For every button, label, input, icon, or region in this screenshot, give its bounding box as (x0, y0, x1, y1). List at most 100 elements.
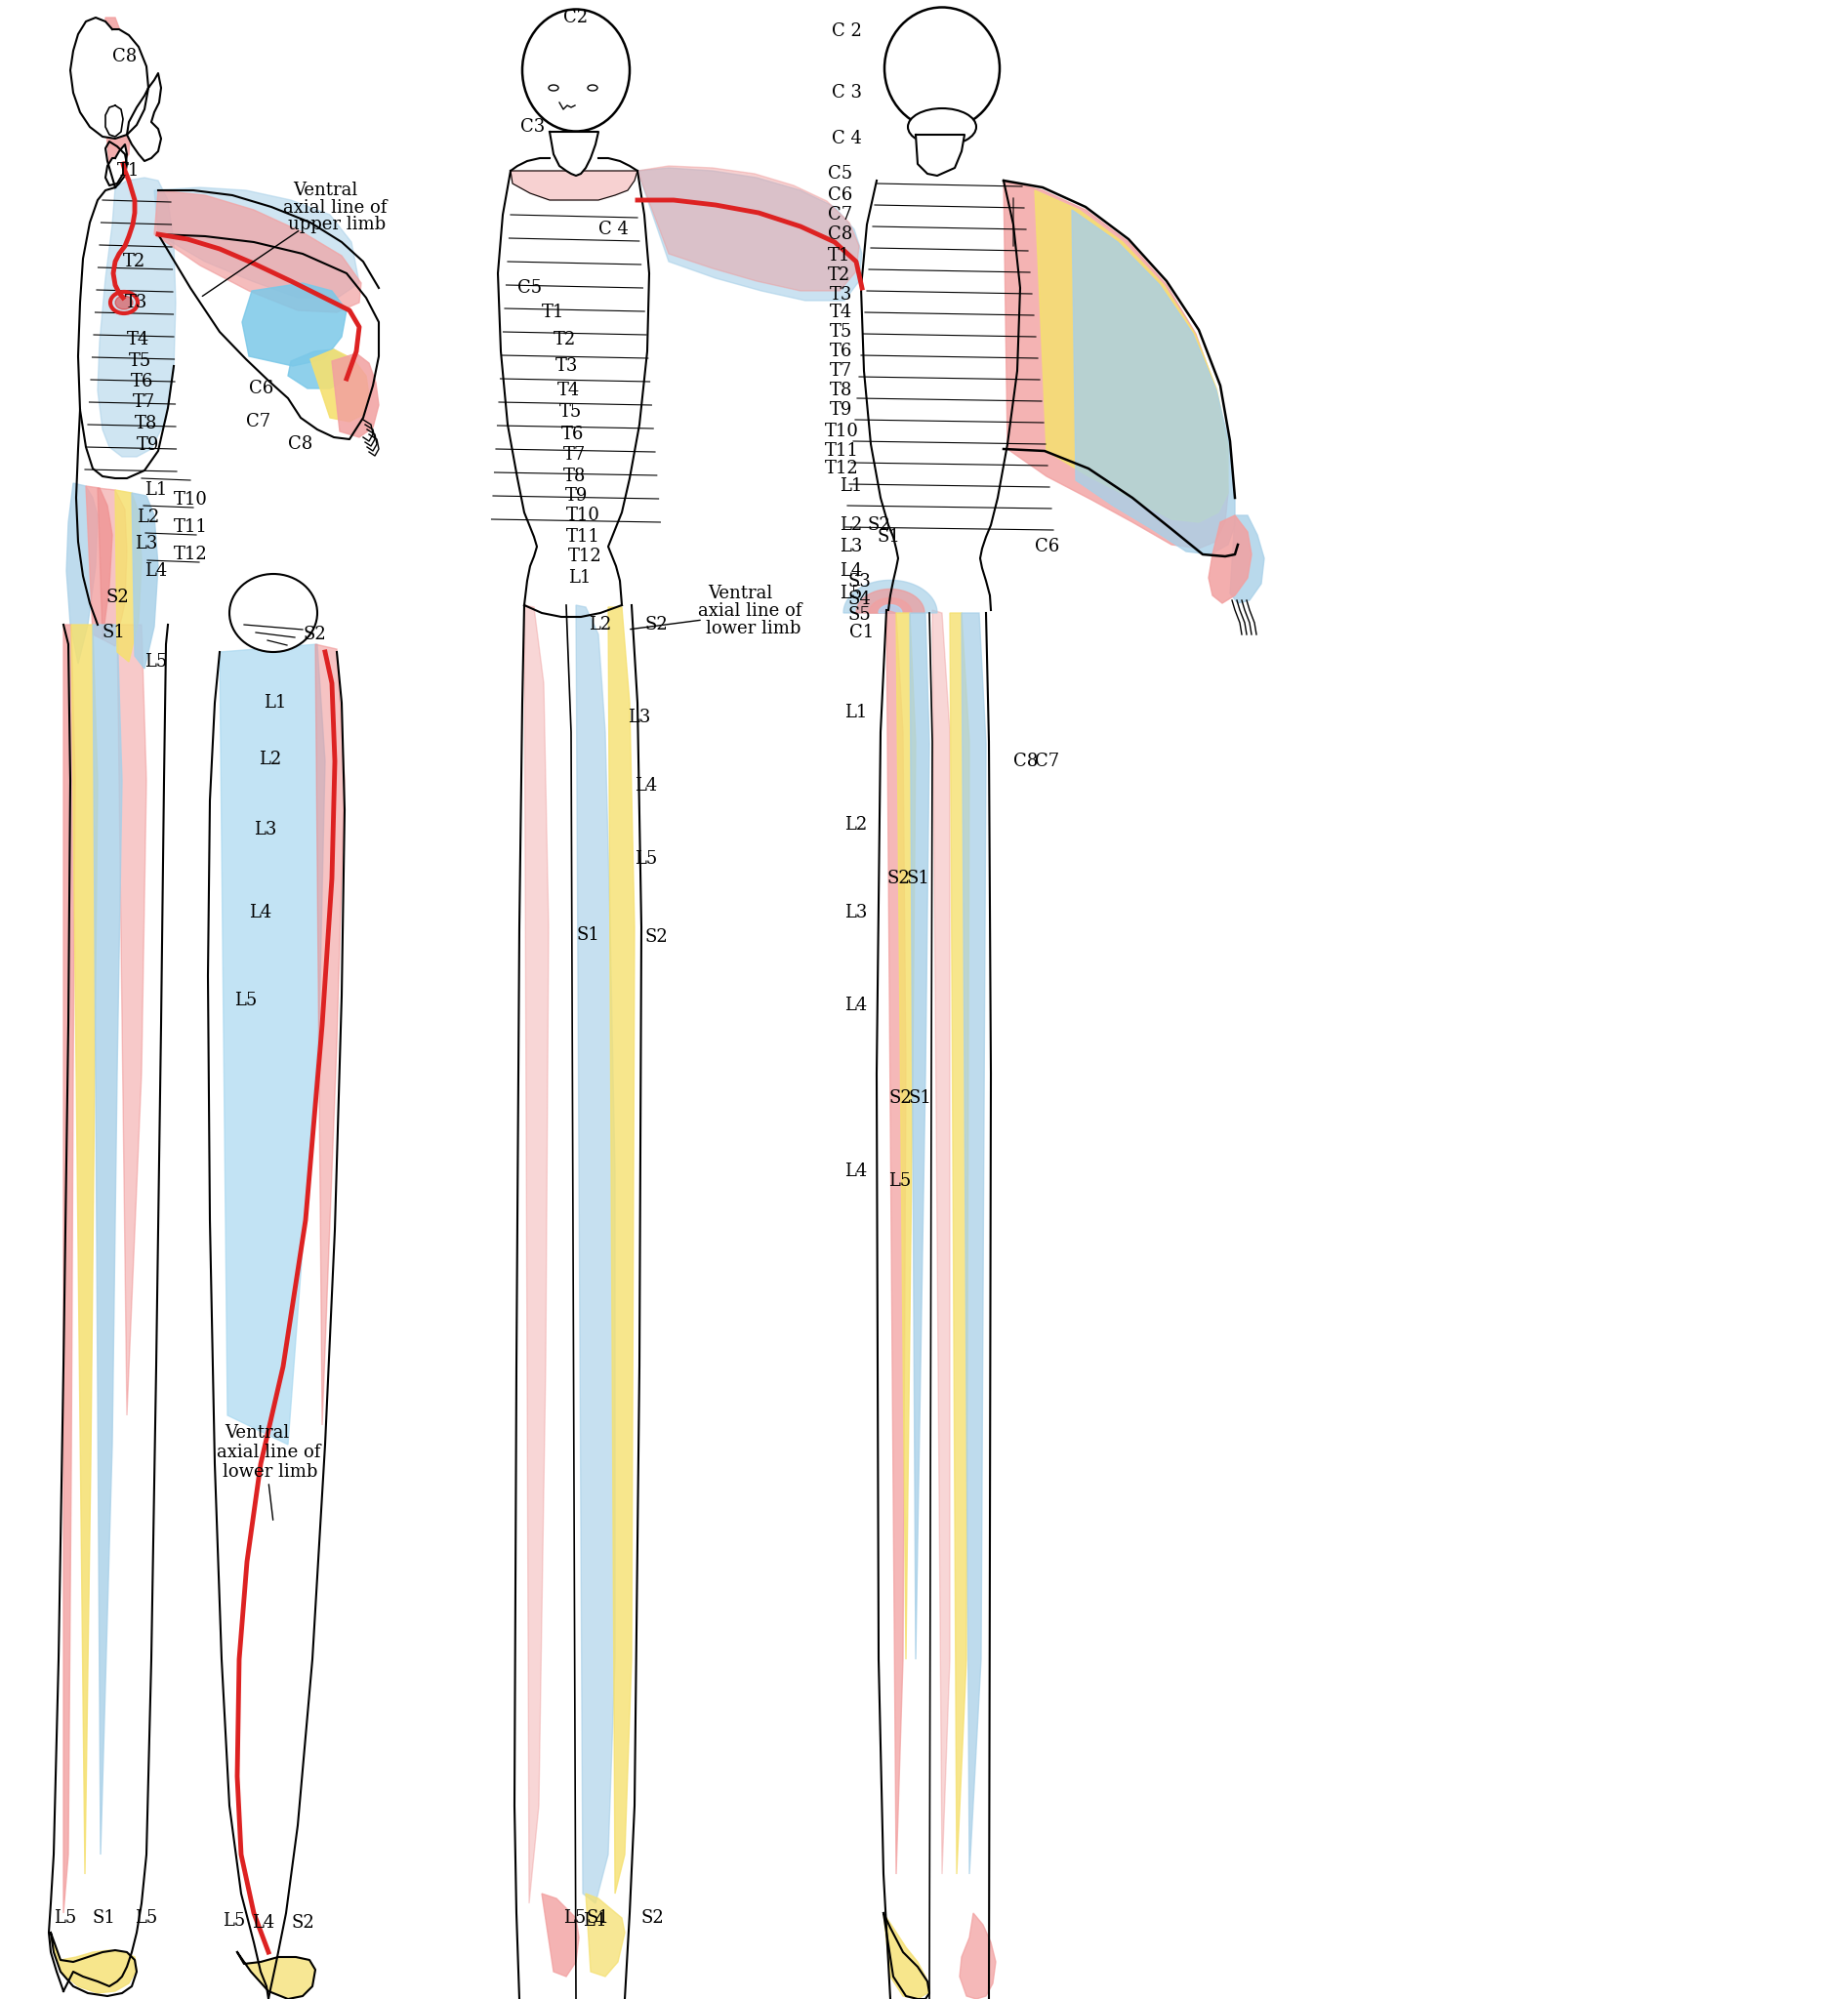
Polygon shape (333, 354, 379, 438)
Text: axial line of: axial line of (216, 1443, 320, 1461)
Text: C8: C8 (113, 48, 137, 66)
Text: T4: T4 (558, 382, 580, 400)
Polygon shape (85, 486, 113, 640)
Text: C 4: C 4 (832, 130, 861, 148)
Polygon shape (105, 144, 128, 186)
Polygon shape (931, 610, 950, 1875)
Text: T4: T4 (128, 332, 150, 348)
Polygon shape (105, 106, 124, 136)
Text: L4: L4 (845, 998, 867, 1013)
Ellipse shape (588, 84, 597, 90)
Polygon shape (1209, 516, 1251, 604)
Polygon shape (92, 624, 122, 1855)
Text: T11: T11 (174, 518, 207, 536)
Polygon shape (115, 490, 142, 662)
Text: axial line of: axial line of (283, 200, 386, 216)
Text: C5: C5 (517, 280, 541, 296)
Text: L3: L3 (845, 904, 867, 922)
Text: L3: L3 (628, 708, 650, 726)
Text: C 3: C 3 (832, 84, 861, 102)
Text: S3: S3 (848, 574, 870, 590)
Ellipse shape (523, 10, 630, 132)
Polygon shape (288, 350, 349, 388)
Text: C1: C1 (850, 624, 874, 642)
Polygon shape (883, 1913, 930, 1999)
Polygon shape (869, 598, 911, 614)
Polygon shape (959, 1913, 996, 1999)
Text: L3: L3 (839, 538, 863, 556)
Text: T12: T12 (174, 546, 207, 564)
Text: L5: L5 (889, 1171, 911, 1189)
Text: S2: S2 (889, 1089, 911, 1107)
Polygon shape (608, 608, 634, 1893)
Text: T9: T9 (565, 488, 588, 504)
Text: L1: L1 (264, 694, 286, 712)
Text: T6: T6 (830, 342, 852, 360)
Polygon shape (237, 1953, 316, 1999)
Text: C 4: C 4 (599, 220, 628, 238)
Text: L5: L5 (54, 1909, 76, 1927)
Text: L2: L2 (839, 516, 863, 534)
Text: L1: L1 (839, 478, 863, 496)
Ellipse shape (907, 108, 976, 146)
Polygon shape (128, 74, 161, 162)
Polygon shape (961, 614, 987, 1875)
Text: S1: S1 (92, 1909, 116, 1927)
Text: Ventral: Ventral (292, 182, 357, 200)
Ellipse shape (115, 296, 133, 310)
Text: Ventral: Ventral (708, 584, 772, 602)
Text: C8: C8 (1013, 752, 1039, 770)
Polygon shape (638, 166, 859, 292)
Text: T5: T5 (830, 324, 852, 340)
Polygon shape (67, 484, 98, 664)
Text: S2: S2 (645, 928, 667, 946)
Text: C8: C8 (828, 226, 852, 244)
Text: S1: S1 (876, 528, 900, 546)
Text: T9: T9 (137, 436, 159, 454)
Text: T10: T10 (824, 422, 859, 440)
Polygon shape (50, 1937, 137, 1993)
Polygon shape (525, 606, 549, 1903)
Text: S5: S5 (848, 606, 870, 624)
Text: C6: C6 (249, 380, 274, 398)
Text: T1: T1 (828, 248, 850, 264)
Polygon shape (310, 350, 370, 422)
Text: L1: L1 (144, 482, 168, 500)
Text: C7: C7 (1035, 752, 1059, 770)
Text: T2: T2 (828, 266, 850, 284)
Text: L4: L4 (839, 562, 863, 580)
Text: T5: T5 (560, 404, 582, 420)
Text: S1: S1 (906, 870, 930, 888)
Polygon shape (510, 170, 638, 200)
Polygon shape (153, 188, 359, 298)
Text: T7: T7 (133, 394, 155, 412)
Polygon shape (103, 18, 131, 166)
Text: L4: L4 (582, 1913, 606, 1929)
Polygon shape (98, 488, 128, 646)
Text: T12: T12 (824, 460, 859, 478)
Text: T11: T11 (824, 442, 859, 460)
Polygon shape (63, 624, 76, 1913)
Polygon shape (878, 606, 902, 614)
Text: T10: T10 (174, 492, 207, 508)
Text: L5: L5 (222, 1913, 246, 1929)
Text: S2: S2 (303, 626, 325, 644)
Polygon shape (917, 134, 965, 176)
Text: L4: L4 (249, 904, 272, 922)
Text: T1: T1 (541, 304, 565, 322)
Text: T12: T12 (567, 548, 602, 566)
Text: L5: L5 (634, 850, 658, 868)
Polygon shape (577, 606, 615, 1903)
Text: T2: T2 (124, 252, 146, 270)
Text: L5: L5 (135, 1909, 157, 1927)
Text: T3: T3 (830, 286, 852, 304)
Text: lower limb: lower limb (706, 620, 800, 638)
Text: T5: T5 (129, 352, 152, 370)
Text: T4: T4 (830, 304, 852, 322)
Text: T7: T7 (564, 446, 586, 464)
Text: L4: L4 (144, 562, 166, 580)
Text: S2: S2 (641, 1909, 665, 1927)
Polygon shape (887, 610, 906, 1875)
Text: axial line of: axial line of (699, 602, 802, 620)
Text: T2: T2 (554, 332, 577, 348)
